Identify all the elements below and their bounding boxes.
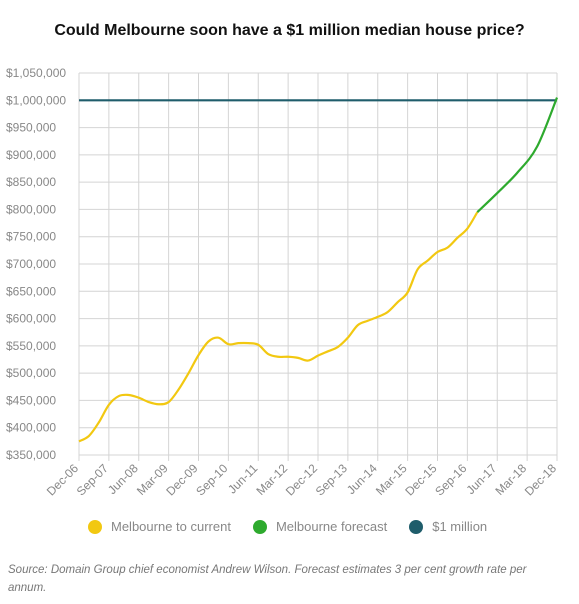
y-tick-label: $850,000 (6, 175, 56, 189)
y-tick-label: $1,050,000 (6, 66, 66, 80)
legend-swatch-forecast (252, 519, 267, 534)
series-line-forecast (476, 97, 559, 213)
legend-item-current: Melbourne to current (88, 519, 231, 534)
y-tick-label: $1,000,000 (6, 93, 66, 107)
legend-item-forecast: Melbourne forecast (252, 519, 388, 534)
x-tick-label: Dec-06 (44, 461, 81, 498)
line-chart: $350,000 $400,000 $450,000 $500,000 $550,000… (6, 66, 559, 498)
x-tick-label: Sep-10 (193, 461, 230, 498)
x-tick-label: Jun-14 (344, 461, 380, 497)
chart-legend: Melbourne to current Melbourne forecast … (88, 519, 509, 534)
y-tick-label: $450,000 (6, 393, 56, 407)
x-tick-label: Mar-09 (134, 461, 171, 498)
x-tick-label: Jun-17 (464, 461, 500, 497)
x-tick-label: Dec-09 (163, 461, 200, 498)
y-tick-label: $350,000 (6, 448, 56, 462)
y-tick-label: $400,000 (6, 421, 56, 435)
x-tick-label: Dec-18 (522, 461, 559, 498)
x-tick-label: Sep-07 (74, 461, 111, 498)
legend-label-current: Melbourne to current (111, 519, 231, 534)
x-tick-label: Jun-08 (105, 461, 141, 497)
y-tick-label: $900,000 (6, 148, 56, 162)
legend-swatch-current (88, 519, 102, 534)
legend-label-million: $1 million (432, 519, 488, 534)
y-tick-label: $600,000 (6, 312, 56, 326)
x-tick-label: Mar-12 (253, 461, 290, 498)
y-tick-label: $650,000 (6, 284, 56, 298)
legend-item-million: $1 million (409, 519, 487, 534)
y-tick-label: $700,000 (6, 257, 56, 271)
x-tick-label: Sep-13 (313, 461, 350, 498)
source-note: Source: Domain Group chief economist And… (8, 564, 527, 594)
x-tick-label: Dec-12 (283, 461, 320, 498)
y-tick-label: $500,000 (6, 366, 56, 380)
x-tick-label: Mar-15 (373, 461, 410, 498)
x-tick-label: Mar-18 (492, 461, 529, 498)
x-tick-label: Dec-15 (402, 461, 439, 498)
y-tick-label: $950,000 (6, 121, 56, 135)
chart-title: Could Melbourne soon have a $1 million m… (54, 22, 525, 39)
series-line-current (78, 211, 479, 443)
legend-label-forecast: Melbourne forecast (275, 519, 388, 534)
x-tick-label: Sep-16 (432, 461, 469, 498)
y-tick-label: $800,000 (6, 202, 56, 216)
y-tick-label: $750,000 (6, 230, 56, 244)
y-tick-label: $550,000 (6, 339, 56, 353)
legend-swatch-million (409, 519, 424, 534)
